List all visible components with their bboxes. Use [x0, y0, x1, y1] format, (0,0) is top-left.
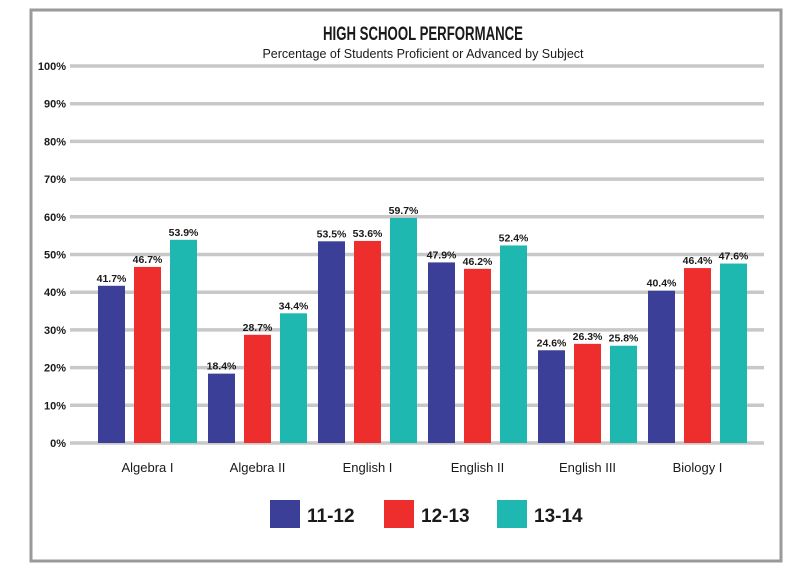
bar-12-13-english-i [354, 240, 381, 443]
bar-11-12-algebra-i [98, 285, 125, 443]
y-tick-label: 70% [44, 174, 66, 186]
chart-title: HIGH SCHOOL PERFORMANCE [323, 24, 523, 45]
y-tick-label: 100% [38, 61, 66, 73]
x-tick-label: English I [343, 460, 393, 475]
y-tick-label: 10% [44, 400, 66, 412]
bar-11-12-algebra-ii [208, 373, 235, 443]
y-tick-label: 20% [44, 363, 66, 375]
legend-label: 11-12 [307, 506, 355, 527]
y-tick-label: 40% [44, 287, 66, 299]
legend: 11-12 12-13 13-14 [270, 500, 583, 528]
bar-11-12-english-i [318, 241, 345, 443]
bars: 41.7% 46.7% 53.9% 18.4% 28.7% 34.4% 53.5% 53.6%… [97, 205, 749, 443]
bar-13-14-algebra-ii [280, 313, 307, 443]
y-tick-label: 90% [44, 99, 66, 111]
y-tick-label: 30% [44, 325, 66, 337]
bar-11-12-biology-i [648, 290, 675, 443]
legend-label: 12-13 [421, 506, 470, 527]
legend-label: 13-14 [534, 506, 583, 527]
x-tick-label: Algebra I [121, 460, 173, 475]
y-tick-label: 0% [50, 438, 66, 450]
bar-11-12-english-ii [428, 262, 455, 443]
bar-value-label: 24.6% [537, 337, 567, 349]
x-tick-label: Algebra II [230, 460, 286, 475]
bar-value-label: 53.6% [353, 228, 383, 240]
bar-12-13-algebra-i [134, 266, 161, 443]
x-tick-label: English II [451, 460, 504, 475]
bar-value-label: 52.4% [499, 232, 529, 244]
bar-value-label: 28.7% [243, 322, 273, 334]
bar-13-14-english-ii [500, 245, 527, 443]
x-axis-ticks: Algebra I Algebra II English I English II En… [121, 460, 722, 475]
bar-value-label: 46.4% [683, 255, 713, 267]
bar-13-14-biology-i [720, 263, 747, 443]
legend-swatch-12-13 [384, 500, 414, 528]
bar-value-label: 26.3% [573, 331, 603, 343]
bar-value-label: 18.4% [207, 361, 237, 373]
bar-11-12-english-iii [538, 350, 565, 443]
bar-12-13-english-ii [464, 268, 491, 443]
bar-13-14-english-iii [610, 345, 637, 443]
bar-value-label: 46.2% [463, 256, 493, 268]
y-tick-label: 50% [44, 250, 66, 262]
bar-13-14-algebra-i [170, 239, 197, 443]
y-tick-label: 80% [44, 136, 66, 148]
bar-value-label: 34.4% [279, 300, 309, 312]
y-axis-ticks: 0% 10% 20% 30% 40% 50% 60% 70% 80% 90% 100% [38, 61, 66, 450]
chart-subtitle: Percentage of Students Proficient or Adv… [262, 47, 584, 61]
bar-12-13-biology-i [684, 268, 711, 443]
x-tick-label: Biology I [673, 460, 723, 475]
bar-12-13-english-iii [574, 343, 601, 443]
bar-value-label: 40.4% [647, 278, 677, 290]
legend-swatch-13-14 [497, 500, 527, 528]
bar-value-label: 53.9% [169, 227, 199, 239]
bar-value-label: 25.8% [609, 333, 639, 345]
bar-value-label: 47.9% [427, 249, 457, 261]
bar-13-14-english-i [390, 217, 417, 443]
bar-value-label: 53.5% [317, 228, 347, 240]
x-tick-label: English III [559, 460, 616, 475]
bar-value-label: 41.7% [97, 273, 127, 285]
bar-value-label: 46.7% [133, 254, 163, 266]
bar-12-13-algebra-ii [244, 334, 271, 443]
y-tick-label: 60% [44, 212, 66, 224]
bar-value-label: 47.6% [719, 251, 749, 263]
bar-value-label: 59.7% [389, 205, 419, 217]
legend-swatch-11-12 [270, 500, 300, 528]
